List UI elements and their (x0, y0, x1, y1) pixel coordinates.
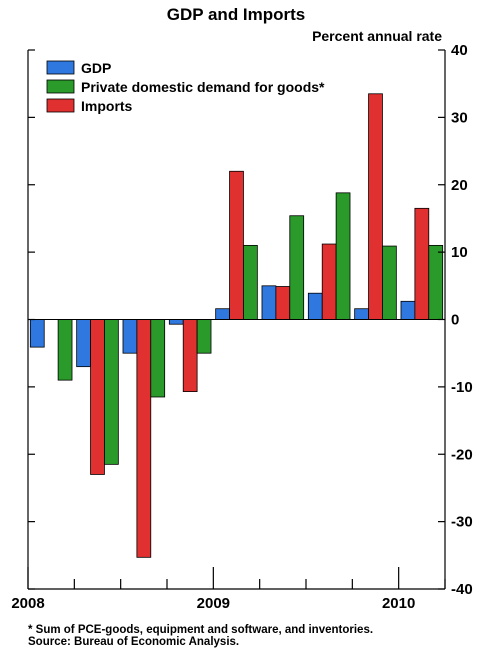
y-tick-label-7: -30 (451, 514, 473, 531)
bar-gdp-2008q2 (76, 319, 91, 368)
source-note: Source: Bureau of Economic Analysis. (28, 636, 239, 648)
bar-gdp-2009q1 (215, 308, 230, 320)
chart-title: GDP and Imports (167, 5, 306, 24)
bars-group (29, 93, 444, 558)
bar-gdp-2009q4 (354, 308, 369, 320)
bar-imports-2009q1 (229, 170, 244, 320)
bar-private-domestic-demand-for-goods-2010q1 (428, 244, 444, 320)
bar-private-domestic-demand-for-goods-2009q3 (335, 192, 351, 320)
bar-imports-2010q1 (414, 207, 430, 320)
y-tick-label-0: 40 (451, 42, 468, 59)
legend-swatch-0 (46, 60, 75, 75)
legend-swatch-1 (46, 79, 75, 94)
bar-imports-2009q2 (275, 286, 291, 320)
bar-private-domestic-demand-for-goods-2008q2 (104, 319, 119, 465)
y-tick-label-8: -40 (451, 581, 473, 598)
bar-imports-2008q2 (90, 319, 105, 475)
bar-gdp-2009q3 (307, 292, 323, 320)
y-tick-label-3: 10 (451, 244, 468, 261)
bar-gdp-2008q3 (122, 319, 138, 354)
footnote: * Sum of PCE-goods, equipment and softwa… (28, 624, 373, 636)
bar-imports-2008q4 (182, 319, 198, 392)
y-tick-label-1: 30 (451, 109, 468, 126)
x-tick-label-2008: 2008 (11, 595, 44, 612)
bar-private-domestic-demand-for-goods-2008q4 (196, 319, 212, 354)
chart-subtitle: Percent annual rate (312, 28, 442, 44)
bar-gdp-2009q2 (261, 285, 277, 320)
x-tick-label-2010: 2010 (382, 595, 415, 612)
y-tick-label-2: 20 (451, 177, 468, 194)
legend: GDP Private domestic demand for goods* Imp… (46, 60, 325, 114)
bar-gdp-2008q1 (29, 319, 45, 348)
bar-imports-2009q4 (368, 93, 383, 320)
x-tick-label-2009: 2009 (197, 595, 230, 612)
y-tick-label-4: 0 (451, 312, 459, 329)
bar-private-domestic-demand-for-goods-2009q4 (382, 245, 397, 320)
legend-label-2: Imports (81, 98, 133, 114)
legend-label-0: GDP (81, 60, 111, 76)
bar-imports-2009q3 (321, 243, 337, 320)
bar-private-domestic-demand-for-goods-2009q1 (243, 244, 258, 320)
legend-swatch-2 (46, 98, 75, 113)
y-tick-label-5: -10 (451, 379, 473, 396)
bar-private-domestic-demand-for-goods-2008q3 (150, 319, 166, 398)
legend-label-1: Private domestic demand for goods* (81, 79, 325, 95)
bar-imports-2008q3 (136, 319, 152, 558)
bar-private-domestic-demand-for-goods-2008q1 (57, 319, 73, 381)
bar-gdp-2008q4 (168, 319, 184, 325)
bar-gdp-2010q1 (400, 300, 416, 320)
y-tick-label-6: -20 (451, 446, 473, 463)
bar-private-domestic-demand-for-goods-2009q2 (289, 215, 305, 320)
